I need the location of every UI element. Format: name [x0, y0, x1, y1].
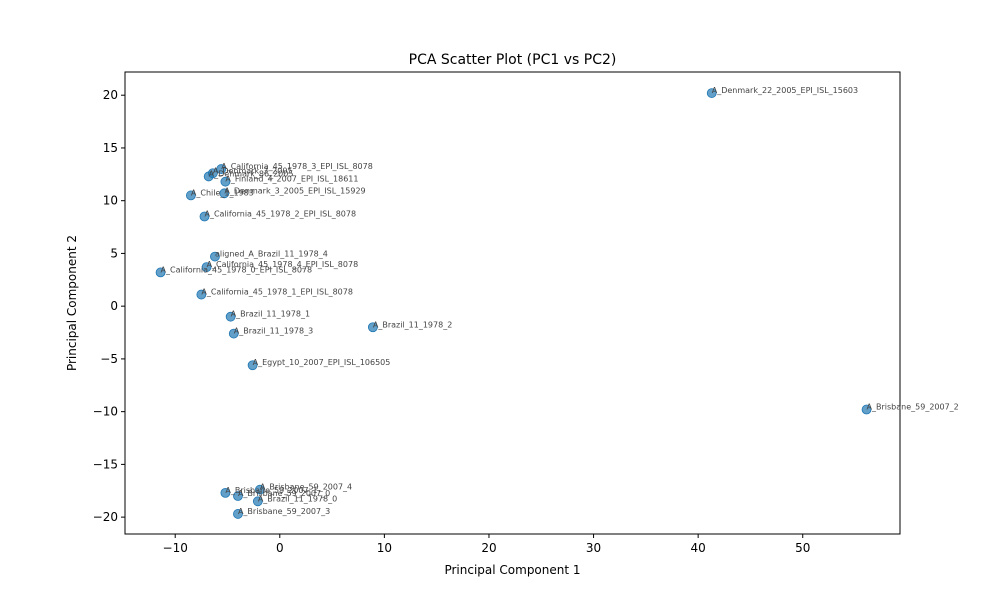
data-points: [155, 88, 872, 519]
y-axis-title: Principal Component 2: [65, 235, 79, 371]
point-label: A_Denmark_3_2005: [213, 166, 293, 175]
scatter-point: [367, 322, 378, 333]
scatter-point: [220, 487, 231, 498]
x-tick-label: −10: [163, 541, 188, 555]
plot-frame: [124, 71, 901, 535]
y-tick-label: 20: [103, 88, 118, 102]
scatter-point: [233, 509, 243, 519]
x-tick-label: 50: [795, 541, 810, 555]
scatter-point: [225, 311, 236, 322]
x-tick-label: 40: [691, 541, 706, 555]
x-axis-title: Principal Component 1: [444, 563, 580, 577]
scatter-point: [247, 360, 258, 371]
plot-area: [124, 71, 901, 535]
point-label: A_Egypt_10_2007_EPI_ISL_106505: [253, 358, 391, 367]
scatter-point: [196, 289, 207, 300]
y-tick-label: −10: [93, 405, 118, 419]
point-label: A_California_45_1978_4_EPI_ISL_8078: [207, 260, 359, 269]
point-label: A_Finland_4_2007_EPI_ISL_18611: [225, 175, 358, 184]
scatter-point: [233, 491, 243, 501]
y-tick-label: −20: [93, 510, 118, 524]
scatter-point: [210, 251, 220, 262]
point-label: A_Brisbane_59_2007_2: [867, 403, 959, 412]
scatter-point: [203, 171, 214, 182]
point-label: A_Brisbane_59_2007_1: [225, 486, 317, 495]
scatter-point: [155, 267, 166, 278]
y-tick-label: 15: [103, 141, 118, 155]
scatter-point: [185, 190, 196, 201]
point-label: A_Denmark_86_2005: [209, 169, 294, 178]
y-axis: −20 −15 −10 −5 0 5 10 15 20: [93, 88, 125, 524]
scatter-point: [201, 262, 212, 273]
chart-title: PCA Scatter Plot (PC1 vs PC2): [409, 52, 617, 68]
scatter-point: [252, 496, 263, 507]
x-tick-label: 30: [586, 541, 601, 555]
y-tick-label: 10: [103, 194, 118, 208]
scatter-point: [219, 188, 230, 199]
y-tick-label: 5: [110, 246, 118, 260]
scatter-point: [706, 88, 717, 98]
x-tick-label: 20: [481, 541, 496, 555]
point-label: A_California_45_1978_2_EPI_ISL_8078: [204, 210, 356, 219]
point-label: A_Denmark_22_2005_EPI_ISL_15603: [712, 86, 858, 95]
point-label: A_California_45_1978_0_EPI_ISL_8078: [161, 265, 313, 274]
point-label: A_California_45_1978_3_EPI_ISL_8078: [221, 162, 373, 171]
x-tick-label: 10: [377, 541, 392, 555]
scatter-point: [255, 484, 265, 495]
point-label: A_California_45_1978_1_EPI_ISL_8078: [201, 288, 353, 297]
scatter-point: [861, 404, 872, 415]
scatter-point: [199, 211, 210, 222]
y-tick-label: 0: [110, 299, 118, 313]
x-tick-label: 0: [276, 541, 284, 555]
scatter-point: [220, 176, 231, 187]
point-label: aligned_A_Brazil_11_1978_4: [215, 250, 328, 259]
point-label: A_Brazil_11_1978_1: [231, 310, 310, 319]
point-label: A_Brazil_11_1978_3: [234, 327, 313, 336]
point-label: A_Brisbane_59_2007_0: [238, 489, 330, 498]
scatter-point: [216, 164, 227, 174]
y-tick-label: −15: [93, 457, 118, 471]
point-label: A_Brisbane_59_2007_3: [238, 507, 330, 516]
point-label: A_Denmark_3_2005_EPI_ISL_15929: [224, 186, 365, 195]
x-axis: −10 0 10 20 30 40 50: [163, 534, 810, 555]
point-labels: A_Denmark_22_2005_EPI_ISL_15603 A_Califor…: [161, 86, 959, 516]
point-label: A_Brazil_11_1978_0: [258, 494, 337, 503]
point-label: A_Brazil_11_1978_2: [373, 320, 452, 329]
point-label: A_Brisbane_59_2007_4: [260, 483, 352, 492]
y-tick-label: −5: [100, 352, 118, 366]
point-label: A_Chile_1_1983: [191, 188, 254, 197]
scatter-point: [228, 328, 239, 339]
